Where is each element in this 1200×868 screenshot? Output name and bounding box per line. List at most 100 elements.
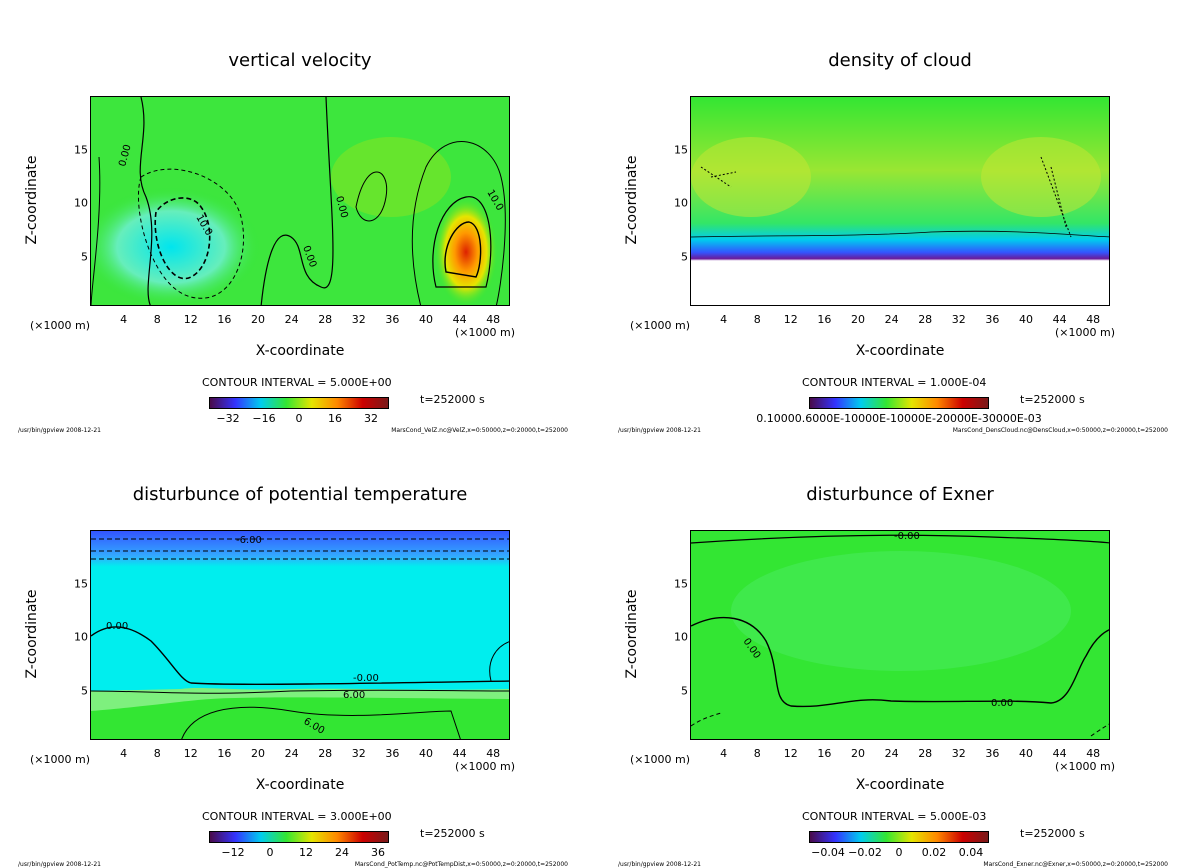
contour-interval: CONTOUR INTERVAL = 5.000E-03 xyxy=(802,810,987,823)
x-tick-label: 12 xyxy=(783,747,798,760)
chart-title: disturbunce of potential temperature xyxy=(132,484,468,505)
contour-label: -6.00 xyxy=(236,535,262,546)
footer-left: /usr/bin/gpview 2008-12-21 xyxy=(18,861,101,868)
x-tick-label: 48 xyxy=(486,747,501,760)
x-unit-left: (×1000 m) xyxy=(630,753,691,766)
x-unit-right: (×1000 m) xyxy=(455,760,516,773)
x-axis-label: X-coordinate xyxy=(855,343,945,359)
contour-interval: CONTOUR INTERVAL = 3.000E+00 xyxy=(202,810,392,823)
colorbar-tick: 0.10000.6000E-10000E-10000E-20000E-30000… xyxy=(756,412,1042,425)
x-tick-label: 8 xyxy=(753,747,761,760)
y-tick-label: 10 xyxy=(674,196,688,210)
x-tick-label: 8 xyxy=(153,313,161,326)
x-tick-label: 36 xyxy=(385,747,400,760)
footer-left: /usr/bin/gpview 2008-12-21 xyxy=(18,427,101,434)
x-tick-label: 40 xyxy=(1019,313,1033,326)
footer-right: MarsCond_DensCloud.nc@DensCloud,x=0:5000… xyxy=(952,427,1168,434)
x-tick-label: 16 xyxy=(817,747,832,760)
y-axis-label: Z-coordinate xyxy=(24,589,40,679)
contour-line xyxy=(91,156,101,305)
y-tick-label: 5 xyxy=(681,684,688,698)
contour-interval: CONTOUR INTERVAL = 5.000E+00 xyxy=(202,376,392,389)
contour-label: -0.00 xyxy=(353,673,379,684)
x-tick-label: 24 xyxy=(284,747,299,760)
time-label: t=252000 s xyxy=(420,827,485,840)
time-label: t=252000 s xyxy=(420,393,485,406)
colorbar-tick: 0 xyxy=(266,846,274,859)
chart-title: vertical velocity xyxy=(228,50,372,71)
x-tick-label: 28 xyxy=(918,313,933,326)
x-tick-label: 48 xyxy=(486,313,501,326)
cloud-dense-region xyxy=(981,137,1101,217)
x-tick-label: 20 xyxy=(851,313,865,326)
y-tick-label: 10 xyxy=(74,630,88,644)
time-label: t=252000 s xyxy=(1020,827,1085,840)
contour-label: 0.00 xyxy=(106,621,128,632)
x-axis-label: X-coordinate xyxy=(255,777,345,793)
x-tick-label: 16 xyxy=(817,313,832,326)
x-tick-label: 24 xyxy=(884,313,899,326)
x-tick-label: 24 xyxy=(884,747,899,760)
x-tick-label: 4 xyxy=(720,747,728,760)
colorbar-tick: −16 xyxy=(252,412,276,425)
contour-line-negative xyxy=(691,712,1109,737)
contour-label: 6.00 xyxy=(343,690,365,701)
plot-area: 0.00 10.0 0.00 0.00 10.0 xyxy=(90,96,510,306)
chart-title: density of cloud xyxy=(828,50,972,71)
x-tick-label: 8 xyxy=(153,747,161,760)
contour-line xyxy=(691,534,1109,544)
x-tick-label: 24 xyxy=(284,313,299,326)
colorbar-tick: 0 xyxy=(895,846,903,859)
y-tick-label: 10 xyxy=(674,630,688,644)
x-tick-label: 4 xyxy=(120,747,128,760)
footer-left: /usr/bin/gpview 2008-12-21 xyxy=(618,427,701,434)
heatmap-svg xyxy=(691,97,1109,305)
y-tick-label: 5 xyxy=(681,250,688,264)
x-unit-left: (×1000 m) xyxy=(30,753,91,766)
contour-line xyxy=(260,97,334,305)
contour-line xyxy=(91,689,509,694)
contour-line xyxy=(181,706,461,739)
cloud-dense-region xyxy=(691,137,811,217)
colorbar xyxy=(209,397,389,409)
x-tick-label: 8 xyxy=(753,313,761,326)
contour-line xyxy=(355,171,388,222)
contour-line-negative xyxy=(91,538,509,560)
x-axis-label: X-coordinate xyxy=(255,343,345,359)
colorbar-tick: 0.04 xyxy=(958,846,984,859)
footer-right: MarsCond_Exner.nc@Exner,x=0:50000,z=0:20… xyxy=(983,861,1168,868)
colorbar-tick: 24 xyxy=(335,846,349,859)
footer-left: /usr/bin/gpview 2008-12-21 xyxy=(618,861,701,868)
x-unit-left: (×1000 m) xyxy=(30,319,91,332)
y-axis-label: Z-coordinate xyxy=(24,155,40,245)
plot-area: -0.00 0.00 0.00 xyxy=(690,530,1110,740)
updraft-region xyxy=(331,137,451,217)
colorbar-tick: −32 xyxy=(216,412,240,425)
chart-title: disturbunce of Exner xyxy=(806,484,994,505)
x-tick-label: 16 xyxy=(217,747,232,760)
warm-layer xyxy=(91,697,509,739)
x-tick-label: 32 xyxy=(951,747,966,760)
y-tick-label: 15 xyxy=(674,143,688,157)
x-unit-right: (×1000 m) xyxy=(455,326,516,339)
x-tick-label: 44 xyxy=(452,313,467,326)
x-tick-label: 4 xyxy=(120,313,128,326)
x-tick-label: 36 xyxy=(985,313,1000,326)
panel-vertical-velocity: vertical velocity xyxy=(0,0,600,434)
footer-right: MarsCond_VelZ.nc@VelZ,x=0:50000,z=0:2000… xyxy=(391,427,568,434)
x-tick-label: 40 xyxy=(1019,747,1033,760)
plot-area: -6.00 0.00 -0.00 6.00 6.00 xyxy=(90,530,510,740)
x-tick-label: 44 xyxy=(1052,747,1067,760)
contour-line xyxy=(691,230,1109,238)
contour-line xyxy=(139,97,153,305)
y-tick-label: 10 xyxy=(74,196,88,210)
y-axis-label: Z-coordinate xyxy=(624,155,640,245)
colorbar-tick: 32 xyxy=(364,412,378,425)
contour-line xyxy=(91,626,509,685)
plot-area xyxy=(690,96,1110,306)
x-tick-label: 40 xyxy=(419,747,433,760)
x-tick-label: 12 xyxy=(783,313,798,326)
x-tick-label: 36 xyxy=(985,747,1000,760)
contour-line xyxy=(432,196,492,288)
panel-potential-temperature: disturbunce of potential temperature -6.… xyxy=(0,434,600,868)
